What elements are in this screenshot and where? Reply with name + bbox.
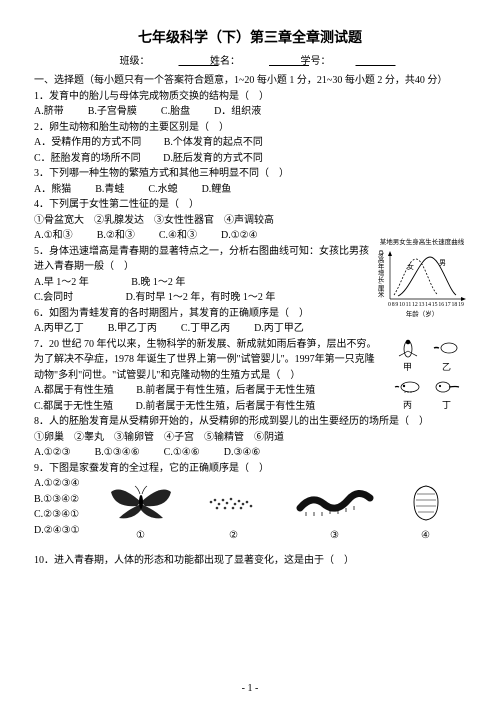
fig-eggs (199, 480, 269, 522)
q9-opt-d: D.②④③① (34, 523, 90, 539)
q7-opt-b: B.前者属于有性生殖，后者属于无性生殖 (136, 385, 315, 396)
q3-opt-a: A．熊猫 (34, 182, 71, 198)
chart-tick-15: 15 (432, 301, 438, 310)
class-label: 班级： (120, 56, 150, 67)
q5-opt-c: C.会同时 (34, 292, 73, 303)
chart-tick-9: 9 (395, 301, 398, 310)
name-label: 姓名： (210, 56, 240, 67)
q2-opt-d: D.胚后发育的方式不同 (163, 153, 263, 164)
q9-opt-b: B.①③④② (34, 492, 90, 508)
q2-opt-c: C．胚胎发育的场所不同 (34, 153, 141, 164)
q7-label-yi: 乙 (442, 361, 451, 375)
q2-options-2: C．胚胎发育的场所不同 D.胚后发育的方式不同 (34, 151, 466, 167)
chart-tick-16: 16 (438, 301, 444, 310)
stage-3-label: ③ (292, 528, 378, 544)
q5-opt-d: D.有时早 1～2 年，有时晚 1～2 年 (126, 292, 276, 303)
q8-opt-a: A.①②③ (34, 445, 71, 461)
question-2: 2．卵生动物和胎生动物的主要区别是（ ） (34, 120, 466, 136)
q1-opt-a: A.脐带 (34, 104, 64, 120)
q8-opt-b: B.①③④⑥ (95, 445, 140, 461)
chart-tick-19: 19 (458, 301, 464, 310)
q4-opt-d: D.①②④ (221, 228, 258, 244)
id-label: 学号： (301, 56, 331, 67)
q6-opt-b: B.甲乙丁丙 (108, 321, 157, 337)
q7-figures: 甲 乙 丙 丁 (388, 337, 466, 415)
fig-bing (394, 377, 422, 397)
q1-opt-d: D．组织液 (214, 104, 261, 120)
chart-girl-label: 女 (407, 262, 414, 271)
q2-opt-b: B.个体发育的起点不同 (164, 137, 263, 148)
fig-yi (433, 338, 461, 358)
fig-jia (394, 337, 422, 359)
q7-label-bing: 丙 (403, 399, 412, 413)
q1-opt-b: B.子宫骨膜 (88, 104, 137, 120)
chart-tick-11: 11 (406, 301, 412, 310)
q2-opt-a: A．受精作用的方式不同 (34, 137, 141, 148)
q4-opt-b: B.②和③ (97, 228, 135, 244)
q9-opt-a: A.①②③④ (34, 476, 90, 492)
fig-ding (433, 377, 461, 397)
question-10: 10．进入青春期，人体的形态和功能都出现了显著变化，这是由于（ ） (34, 553, 466, 569)
q4-statements: ①骨盆宽大 ②乳腺发达 ③女性性器官 ④声调较高 (34, 213, 466, 229)
q5-opt-a: A.早 1～2 年 (34, 277, 89, 288)
q3-options: A．熊猫 B.青蛙 C.水螅 D.鲤鱼 (34, 182, 466, 198)
q8-opt-d: D.③④⑥ (224, 445, 261, 461)
q6-opt-c: C.丁甲乙丙 (181, 321, 230, 337)
fig-butterfly (106, 480, 176, 522)
q4-opt-c: C.④和③ (159, 228, 197, 244)
chart-tick-17: 17 (445, 301, 451, 310)
chart-xlabel: 年龄（岁） (376, 310, 468, 320)
chart-tick-18: 18 (451, 301, 457, 310)
fig-larva (292, 480, 378, 522)
stage-1-label: ① (106, 528, 176, 544)
q4-opt-a: A.①和③ (34, 228, 73, 244)
q5-opt-b: B.晚 1～2 年 (131, 277, 185, 288)
fig-pupa (401, 480, 451, 522)
question-1: 1．发育中的胎儿与母体完成物质交换的结构是（ ） (34, 89, 466, 105)
question-8: 8．人的胚胎发育是从受精卵开始的，从受精卵的形成到婴儿的出生要经历的场所是（ ） (34, 414, 466, 430)
q6-opt-a: A.丙甲乙丁 (34, 321, 84, 337)
chart-title: 某地男女生身高生长速度曲线 (376, 238, 468, 248)
q8-options: A.①②③ B.①③④⑥ C.①④⑥ D.③④⑥ (34, 445, 466, 461)
chart-tick-0: 0 (388, 301, 391, 310)
section-heading: 一、选择题（每小题只有一个答案符合题意，1~20 每小题 1 分，21~30 每… (34, 73, 466, 89)
chart-tick-12: 12 (412, 301, 418, 310)
question-7: 7．20 世纪 70 年代以来，生物科学的新发展、新成就如雨后春笋，层出不穷。为… (34, 337, 384, 384)
q1-opt-c: C.胎盘 (161, 104, 190, 120)
chart-tick-14: 14 (425, 301, 431, 310)
sub-header: 班级： 姓名： 学号： (34, 54, 466, 70)
q7-opt-d: D.前者属于无性生殖，后者属于有性生殖 (136, 401, 316, 412)
page-title: 七年级科学（下）第三章全章测试题 (34, 28, 466, 50)
question-3: 3．下列哪一种生物的繁殖方式和其他三种明显不同（ ） (34, 166, 466, 182)
stage-4-label: ④ (401, 528, 451, 544)
chart-tick-10: 10 (399, 301, 405, 310)
q6-opt-d: D.丙丁甲乙 (254, 321, 304, 337)
stage-2-label: ② (199, 528, 269, 544)
q6-options: A.丙甲乙丁 B.甲乙丁丙 C.丁甲乙丙 D.丙丁甲乙 (34, 321, 466, 337)
page-number: - 1 - (0, 681, 500, 697)
q7-opt-a: A.都属于有性生殖 (34, 385, 114, 396)
chart-ylabel: 身高年增长/厘米 (374, 250, 384, 297)
q2-options-1: A．受精作用的方式不同 B.个体发育的起点不同 (34, 135, 466, 151)
question-9: 9．下图是家蚕发育的全过程，它的正确顺序是（ ） (34, 461, 466, 477)
q3-opt-d: D.鲤鱼 (202, 182, 232, 198)
q7-label-ding: 丁 (442, 399, 451, 413)
q7-opt-c: C.都属于无性生殖 (34, 401, 113, 412)
q9-opt-c: C.②③④① (34, 507, 90, 523)
chart-boy-label: 男 (439, 259, 446, 267)
q3-opt-b: B.青蛙 (95, 182, 124, 198)
q8-statements: ①卵巢 ②睾丸 ③输卵管 ④子宫 ⑤输精管 ⑥阴道 (34, 430, 466, 446)
question-4: 4．下列属于女性第二性征的是（ ） (34, 197, 466, 213)
q3-opt-c: C.水螅 (148, 182, 177, 198)
q8-opt-c: C.①④⑥ (164, 445, 200, 461)
growth-chart: 某地男女生身高生长速度曲线 女 男 0 8 9 10 11 12 13 (376, 238, 468, 320)
chart-tick-13: 13 (419, 301, 425, 310)
chart-tick-8: 8 (392, 301, 395, 310)
q1-options: A.脐带 B.子宫骨膜 C.胎盘 D．组织液 (34, 104, 466, 120)
q7-label-jia: 甲 (403, 361, 412, 375)
